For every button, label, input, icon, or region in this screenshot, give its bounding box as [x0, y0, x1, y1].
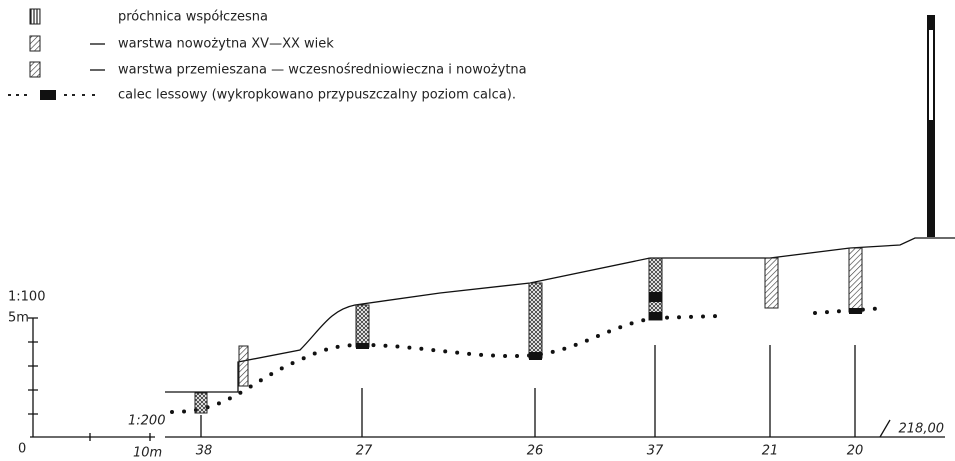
borehole-label: 26	[527, 444, 544, 459]
legend-label: calec lessowy (wykropkowano przypuszczal…	[118, 88, 516, 103]
borehole	[529, 283, 542, 358]
calc-level	[172, 316, 720, 412]
legend-label: warstwa przemieszana — wczesnośredniowie…	[118, 63, 527, 78]
borehole-label: 38	[196, 444, 213, 459]
legend-icon	[30, 36, 40, 51]
borehole	[195, 393, 207, 413]
borehole-label: 37	[647, 444, 664, 459]
borehole-calc	[356, 343, 369, 349]
legend-icon	[40, 90, 56, 100]
legend: próchnica współczesna warstwa nowożytna …	[8, 9, 527, 103]
scale-label: 0	[18, 442, 26, 457]
legend-label: próchnica współczesna	[118, 10, 268, 25]
datum-tick	[880, 420, 890, 437]
borehole-calc	[849, 308, 862, 314]
borehole-label: 27	[356, 444, 373, 459]
legend-label: warstwa nowożytna XV—XX wiek	[118, 37, 334, 52]
borehole-label: 21	[762, 444, 779, 459]
borehole	[356, 305, 369, 347]
borehole-calc	[649, 292, 662, 302]
scale-label: 10m	[133, 446, 162, 461]
legend-icon	[30, 9, 40, 24]
borehole	[649, 258, 662, 320]
borehole	[239, 346, 248, 386]
scale-label: 5m	[8, 311, 29, 326]
post-gap	[929, 30, 933, 120]
borehole	[849, 248, 862, 312]
legend-icon	[30, 62, 40, 77]
borehole	[765, 258, 778, 308]
borehole-calc	[649, 312, 662, 320]
scale-label: 1:100	[8, 290, 45, 305]
scale-label: 1:200	[128, 414, 165, 429]
borehole-label: 20	[847, 444, 864, 459]
section-diagram: próchnica współczesna warstwa nowożytna …	[0, 0, 955, 461]
borehole-lines	[201, 345, 855, 437]
boreholes	[195, 248, 862, 413]
borehole-calc	[529, 352, 542, 360]
datum-label: 218,00	[899, 422, 945, 437]
